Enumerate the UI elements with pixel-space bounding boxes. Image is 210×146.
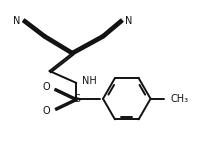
Text: O: O bbox=[43, 106, 51, 116]
Text: O: O bbox=[43, 82, 51, 92]
Text: N: N bbox=[13, 15, 21, 26]
Text: N: N bbox=[125, 15, 132, 26]
Text: S: S bbox=[74, 94, 81, 104]
Text: NH: NH bbox=[82, 76, 97, 86]
Text: CH₃: CH₃ bbox=[170, 94, 189, 104]
